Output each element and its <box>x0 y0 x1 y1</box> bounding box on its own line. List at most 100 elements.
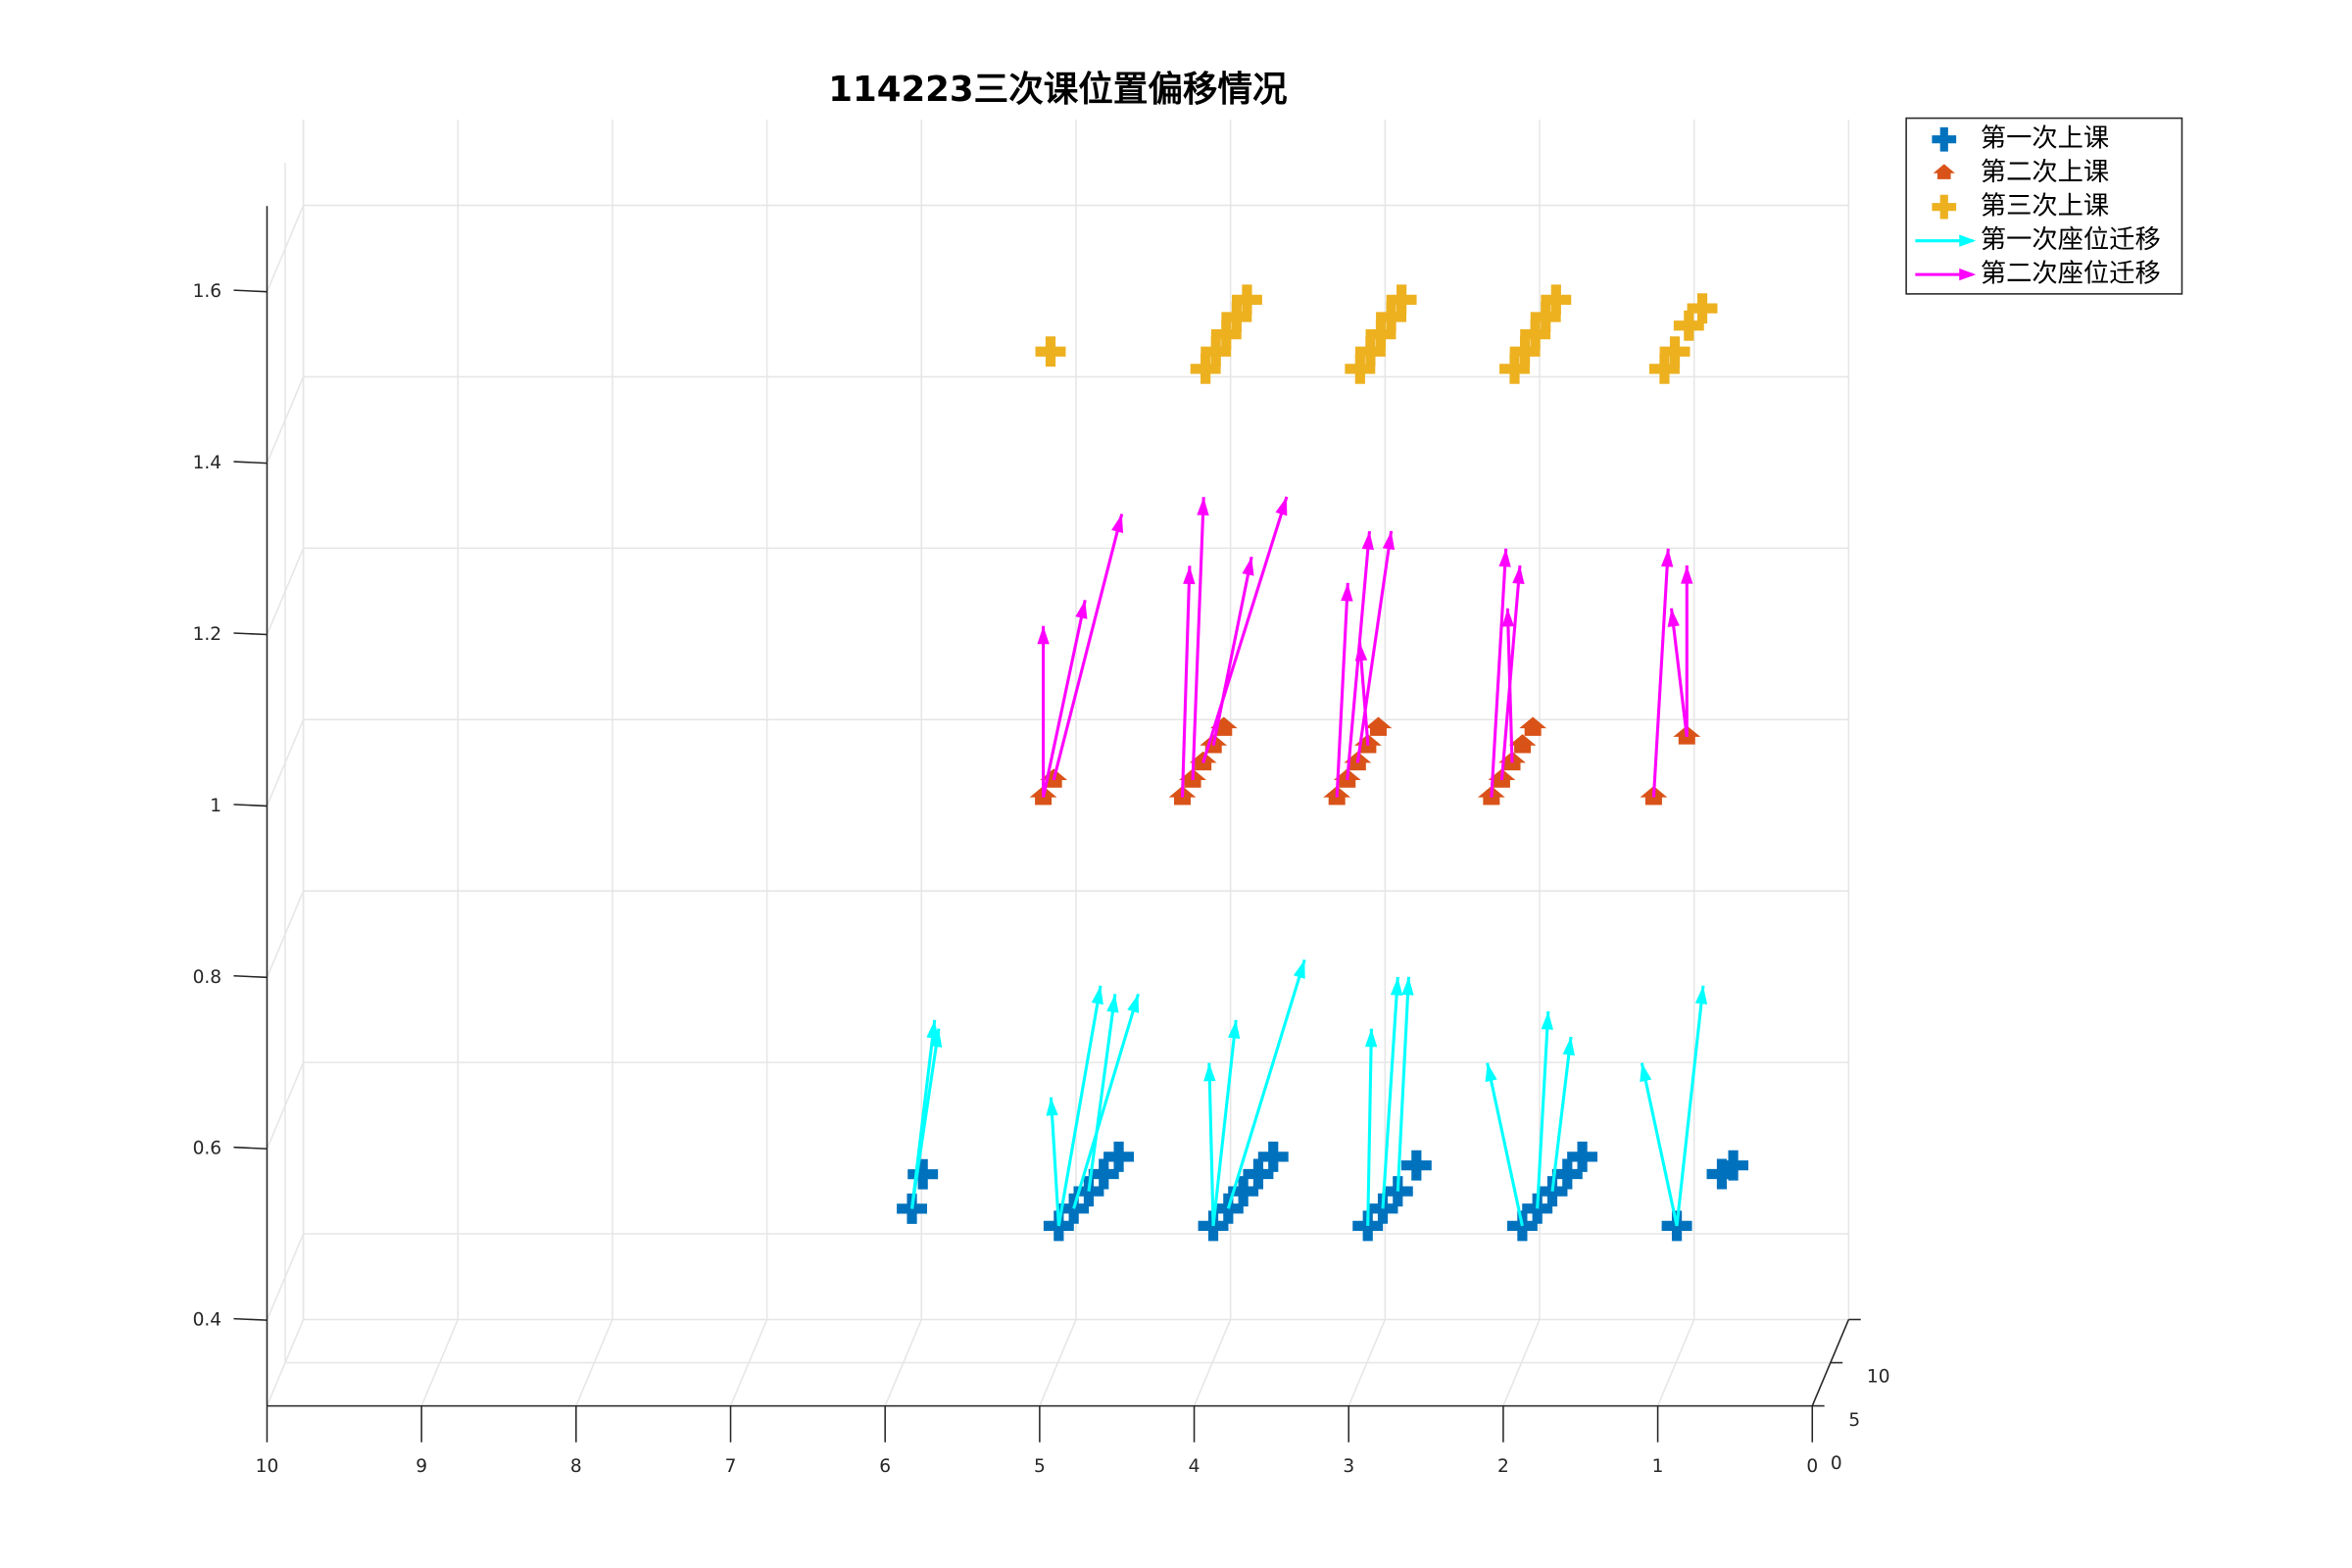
arrow-shaft <box>1042 599 1087 798</box>
quiver-arrow <box>1651 548 1674 798</box>
arrow-shaft <box>1550 1036 1573 1192</box>
x-tick-label: 5 <box>1034 1456 1046 1477</box>
quiver-arrow <box>1042 599 1088 798</box>
arrow-head <box>1127 994 1140 1013</box>
marker <box>1058 1193 1090 1224</box>
z-tick-label: 1.6 <box>193 281 222 302</box>
arrow-shaft <box>1180 565 1192 798</box>
arrow-head <box>1197 497 1209 515</box>
arrow-shaft <box>910 1019 937 1209</box>
x-tick-label: 9 <box>416 1456 427 1477</box>
marker <box>1354 336 1386 368</box>
arrow-shaft <box>1056 985 1102 1227</box>
z-tick <box>233 1146 268 1151</box>
arrow-head <box>1501 608 1515 627</box>
arrow-shaft <box>1536 1010 1550 1209</box>
marker <box>1499 353 1530 384</box>
z-tick <box>233 461 268 465</box>
arrow-shaft <box>1490 548 1508 798</box>
marker <box>1508 734 1537 754</box>
quiver-arrow <box>1354 642 1370 746</box>
quiver-arrow <box>1052 514 1124 781</box>
arrow-head <box>1354 642 1368 662</box>
x-tick-label: 4 <box>1189 1456 1200 1477</box>
z-tick-label: 0.8 <box>193 967 222 988</box>
arrow-shaft <box>1087 994 1117 1192</box>
quiver-arrow <box>1675 985 1708 1227</box>
quiver-arrow <box>1087 994 1119 1192</box>
arrow-shaft <box>1211 556 1253 747</box>
arrow-shaft <box>1049 1097 1060 1226</box>
quiver-arrow <box>1501 608 1515 763</box>
arrow-shaft <box>1505 608 1514 763</box>
quiver-arrow <box>1037 625 1050 798</box>
arrow-head <box>1512 565 1525 585</box>
quiver-arrow <box>1490 548 1511 798</box>
z-tick <box>233 1317 268 1321</box>
marker <box>1718 1150 1749 1181</box>
arrow-head <box>1390 976 1403 996</box>
arrow-shaft <box>1207 1062 1215 1226</box>
marker <box>1367 1193 1398 1224</box>
legend-label: 第三次上课 <box>1981 192 2109 221</box>
quiver-arrow <box>1201 496 1289 763</box>
marker <box>1509 336 1541 368</box>
arrow-shaft <box>1675 985 1705 1227</box>
arrow-shaft <box>1072 993 1140 1209</box>
arrow-head <box>1106 994 1119 1013</box>
quiver-arrow <box>1211 1019 1241 1227</box>
marker <box>1088 1158 1119 1190</box>
marker <box>1376 302 1407 332</box>
arrow-head <box>1661 548 1674 567</box>
x-tick-label: 3 <box>1343 1456 1354 1477</box>
quiver-arrow <box>1364 1028 1378 1226</box>
marker <box>1567 1141 1598 1172</box>
marker <box>1541 284 1572 316</box>
arrow-shaft <box>1396 976 1410 1192</box>
arrow-head <box>1037 625 1050 645</box>
arrow-head <box>1075 600 1088 619</box>
arrow-head <box>1183 565 1196 585</box>
marker <box>1345 353 1376 384</box>
marker <box>1103 1141 1135 1172</box>
grid <box>266 120 1850 1407</box>
z-tick-label: 0.4 <box>193 1310 222 1331</box>
x-tick-label: 8 <box>570 1456 582 1477</box>
quiver-arrow <box>1072 993 1140 1209</box>
x-tick-label: 7 <box>725 1456 737 1477</box>
marker <box>1659 336 1690 368</box>
z-tick-label: 1 <box>210 796 221 816</box>
marker <box>1365 318 1396 350</box>
arrow-shaft <box>1381 976 1399 1209</box>
arrow-head <box>1046 1097 1058 1116</box>
axes: 0 1 2 3 4 5 6 7 8 9 10 0 5 10 0.4 0.6 0.8 1 1.2 1.4 1.6 <box>193 206 1890 1477</box>
quiver-arrow <box>1203 1062 1216 1226</box>
quiver-arrow <box>1396 976 1414 1192</box>
quiver-arrow <box>1056 985 1103 1227</box>
legend-marker <box>1932 126 1957 152</box>
marker <box>1706 1158 1738 1190</box>
marker <box>1530 302 1561 332</box>
x-tick-label: 1 <box>1652 1456 1664 1477</box>
arrow-head <box>1091 985 1103 1005</box>
quiver-arrow <box>1381 976 1403 1209</box>
z-tick <box>233 632 268 636</box>
legend-marker <box>1933 164 1955 179</box>
quiver-arrow <box>1335 582 1353 798</box>
marks <box>897 284 1749 1242</box>
marker <box>1257 1141 1289 1172</box>
arrow-shaft <box>1191 497 1205 781</box>
arrow-head <box>1111 514 1124 533</box>
quiver-arrow <box>910 1019 939 1209</box>
marker <box>1364 716 1393 736</box>
marker <box>1522 1193 1553 1224</box>
legend-marker <box>1932 194 1957 220</box>
y-tick-label: 0 <box>1831 1453 1842 1474</box>
arrow-shaft <box>1669 608 1689 738</box>
arrow-head <box>1293 959 1305 979</box>
arrow-head <box>1341 582 1353 602</box>
arrow-shaft <box>1640 1062 1679 1227</box>
marker <box>1221 302 1252 332</box>
